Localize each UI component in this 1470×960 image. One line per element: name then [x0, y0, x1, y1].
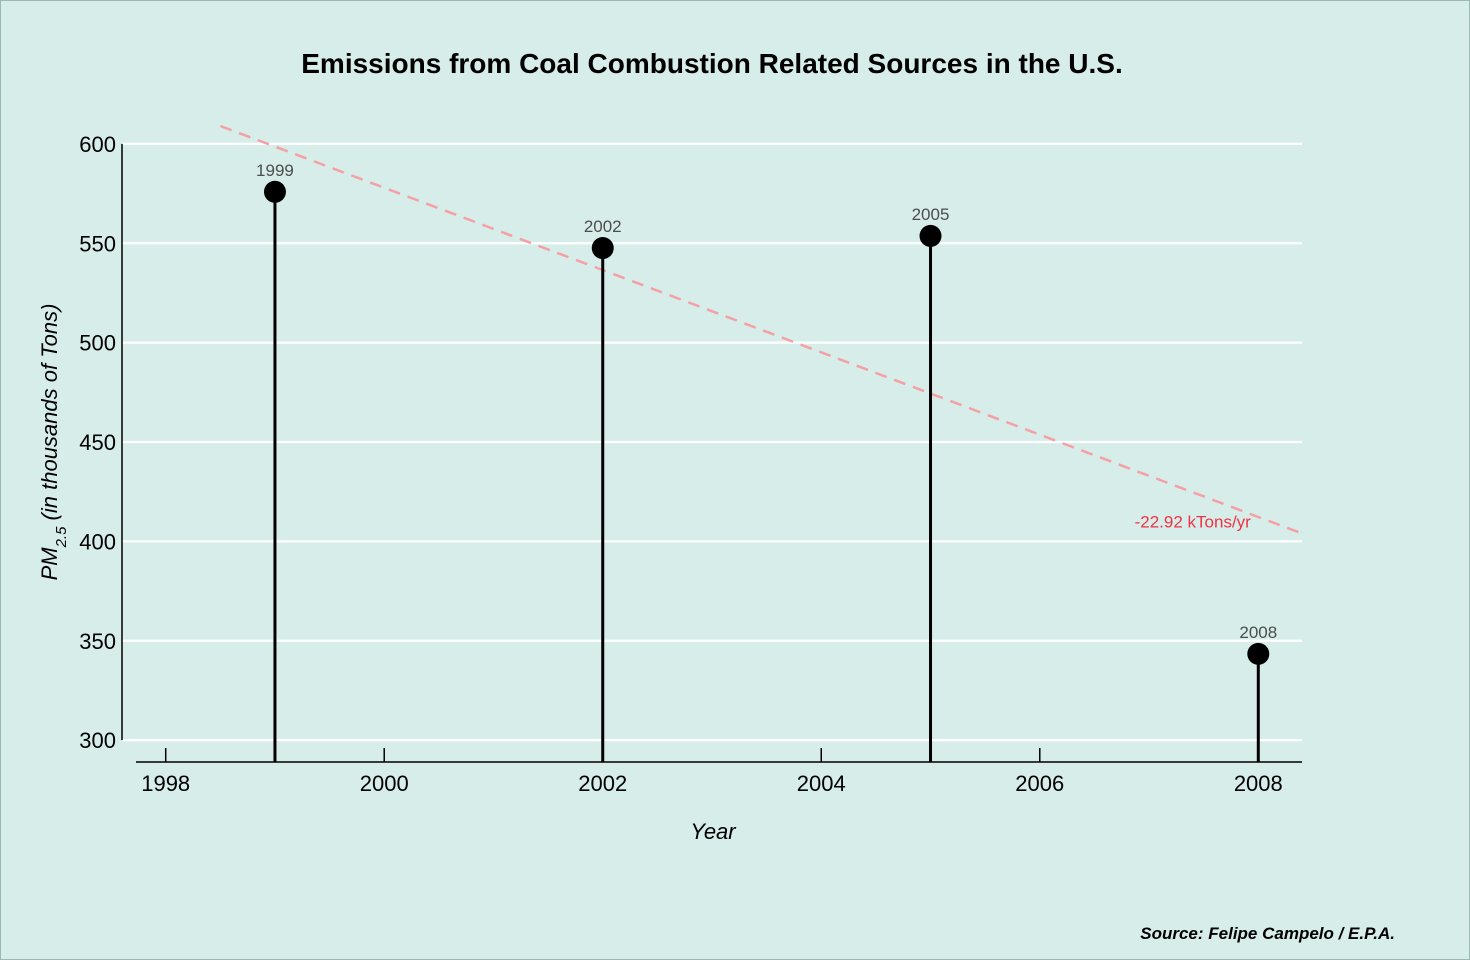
source-caption: Source: Felipe Campelo / E.P.A.: [1140, 924, 1395, 943]
point-2005: [919, 224, 942, 247]
y-axis-title-main: PM: [37, 547, 62, 581]
points: [263, 180, 1270, 665]
chart-title: Emissions from Coal Combustion Related S…: [301, 48, 1122, 79]
point-2008: [1247, 642, 1270, 665]
point-1999: [263, 180, 286, 203]
point-label-2008: 2008: [1239, 623, 1277, 642]
point-2002: [591, 237, 614, 260]
y-tick-label: 500: [79, 331, 116, 356]
y-tick-label: 600: [79, 132, 116, 157]
y-tick-label: 450: [79, 430, 116, 455]
y-axis-title-rest: (in thousands of Tons): [37, 304, 62, 527]
y-tick-label: 400: [79, 529, 116, 554]
stems: [273, 191, 1260, 762]
grid-lines: [122, 142, 1302, 742]
x-axis-title: Year: [690, 819, 737, 844]
point-label-2002: 2002: [584, 217, 622, 236]
trend: -22.92 kTons/yr: [219, 124, 1303, 535]
y-tick-label: 350: [79, 629, 116, 654]
axes: 300 350 400 450 500 550 600 1998 2000 2002 2004 200…: [79, 132, 1302, 796]
y-axis-title-subscript: 2.5: [53, 526, 70, 549]
x-tick-label: 2008: [1234, 771, 1283, 796]
point-labels: 1999 2002 2005 2008: [256, 161, 1277, 642]
x-tick-label: 2000: [360, 771, 409, 796]
x-tick-label: 2006: [1015, 771, 1064, 796]
point-label-2005: 2005: [912, 205, 950, 224]
x-tick-label: 1998: [141, 771, 190, 796]
x-tick-label: 2004: [797, 771, 846, 796]
trend-line: [219, 124, 1303, 535]
y-tick-label: 300: [79, 728, 116, 753]
trend-label: -22.92 kTons/yr: [1135, 513, 1252, 532]
y-tick-label: 550: [79, 231, 116, 256]
x-tick-label: 2002: [578, 771, 627, 796]
y-axis-title: PM2.5 (in thousands of Tons): [37, 304, 70, 581]
point-label-1999: 1999: [256, 161, 294, 180]
